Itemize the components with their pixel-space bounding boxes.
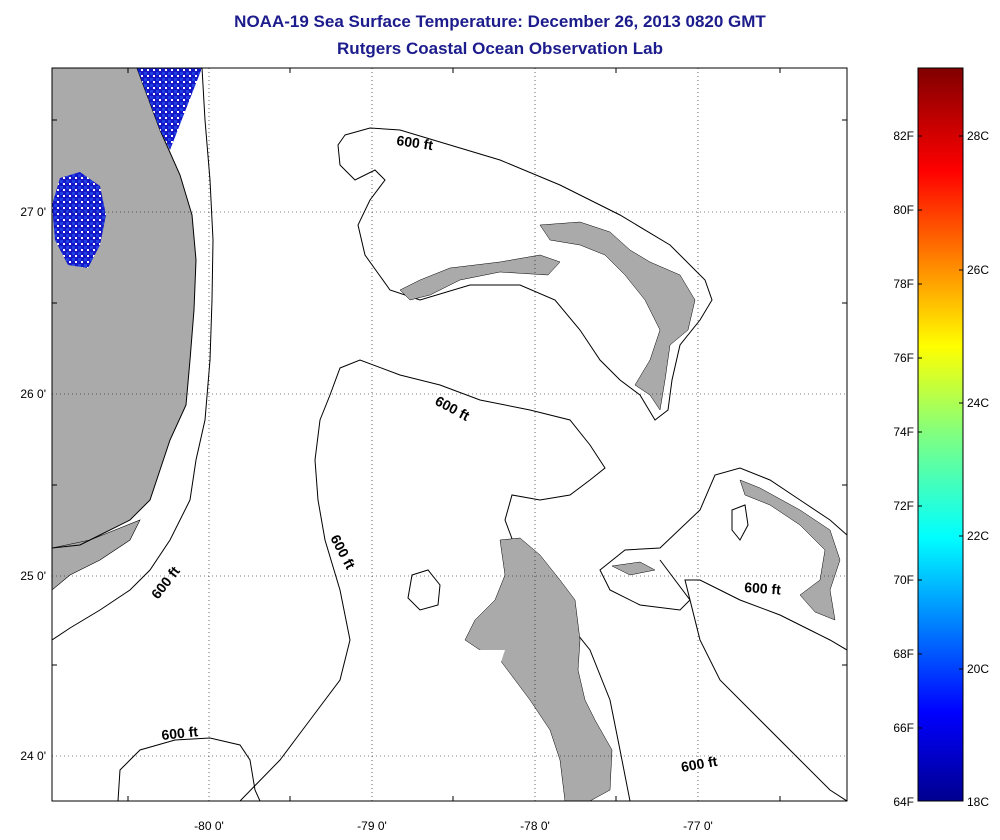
colorbar-c-label: 18C bbox=[967, 795, 989, 809]
andros-inlet bbox=[470, 650, 505, 668]
grid-lines bbox=[52, 68, 847, 801]
colorbar-c-label: 26C bbox=[967, 263, 989, 277]
contour-little-bahama bbox=[337, 127, 713, 421]
eleuthera-land bbox=[739, 479, 841, 621]
abaco-land bbox=[539, 221, 696, 411]
colorbar-f-label: 78F bbox=[893, 277, 914, 291]
lon-tick-label: -77 0' bbox=[683, 819, 713, 833]
colorbar-f-label: 66F bbox=[893, 721, 914, 735]
new-providence-land bbox=[611, 561, 656, 576]
florida-coastline bbox=[52, 68, 197, 549]
contour-label: 600 ft bbox=[161, 723, 199, 743]
colorbar-f-label: 76F bbox=[893, 351, 914, 365]
contour-island-small bbox=[731, 504, 749, 541]
lon-tick-label: -79 0' bbox=[357, 819, 387, 833]
map-content bbox=[52, 68, 847, 801]
florida-keys bbox=[52, 519, 141, 591]
colorbar-ticks bbox=[918, 135, 963, 729]
grand-bahama-land bbox=[399, 254, 561, 301]
colorbar-f-label: 74F bbox=[893, 425, 914, 439]
frame-ticks bbox=[52, 68, 847, 801]
lon-tick-label: -78 0' bbox=[520, 819, 550, 833]
colorbar-f-label: 64F bbox=[893, 795, 914, 809]
contour-florida bbox=[52, 68, 214, 641]
colorbar-c-label: 20C bbox=[967, 662, 989, 676]
colorbar-f-label: 70F bbox=[893, 573, 914, 587]
contour-exuma bbox=[659, 559, 847, 801]
contour-south-left bbox=[117, 737, 261, 801]
colorbar-f-label: 82F bbox=[893, 129, 914, 143]
contour-label: 600 ft bbox=[680, 753, 719, 775]
andros-land bbox=[464, 537, 613, 801]
colorbar-c-label: 28C bbox=[967, 129, 989, 143]
lat-tick-label: 27 0' bbox=[20, 205, 46, 219]
colorbar-c-label: 22C bbox=[967, 529, 989, 543]
colorbar bbox=[917, 67, 964, 802]
map-title: NOAA-19 Sea Surface Temperature: Decembe… bbox=[234, 12, 766, 31]
contour-loop bbox=[407, 569, 441, 611]
map-subtitle: Rutgers Coastal Ocean Observation Lab bbox=[337, 39, 663, 58]
sst-patch-north bbox=[137, 68, 202, 150]
lat-tick-label: 24 0' bbox=[20, 749, 46, 763]
lon-tick-label: -80 0' bbox=[194, 819, 224, 833]
map-frame bbox=[51, 67, 848, 802]
colorbar-f-label: 68F bbox=[893, 647, 914, 661]
colorbar-f-label: 72F bbox=[893, 499, 914, 513]
contour-label: 600 ft bbox=[744, 579, 782, 598]
contour-label: 600 ft bbox=[396, 132, 435, 153]
contour-eleuthera bbox=[599, 467, 847, 651]
lat-tick-label: 26 0' bbox=[20, 387, 46, 401]
colorbar-f-label: 80F bbox=[893, 203, 914, 217]
lat-tick-label: 25 0' bbox=[20, 569, 46, 583]
colorbar-c-label: 24C bbox=[967, 396, 989, 410]
sst-patch-lake bbox=[52, 172, 106, 268]
